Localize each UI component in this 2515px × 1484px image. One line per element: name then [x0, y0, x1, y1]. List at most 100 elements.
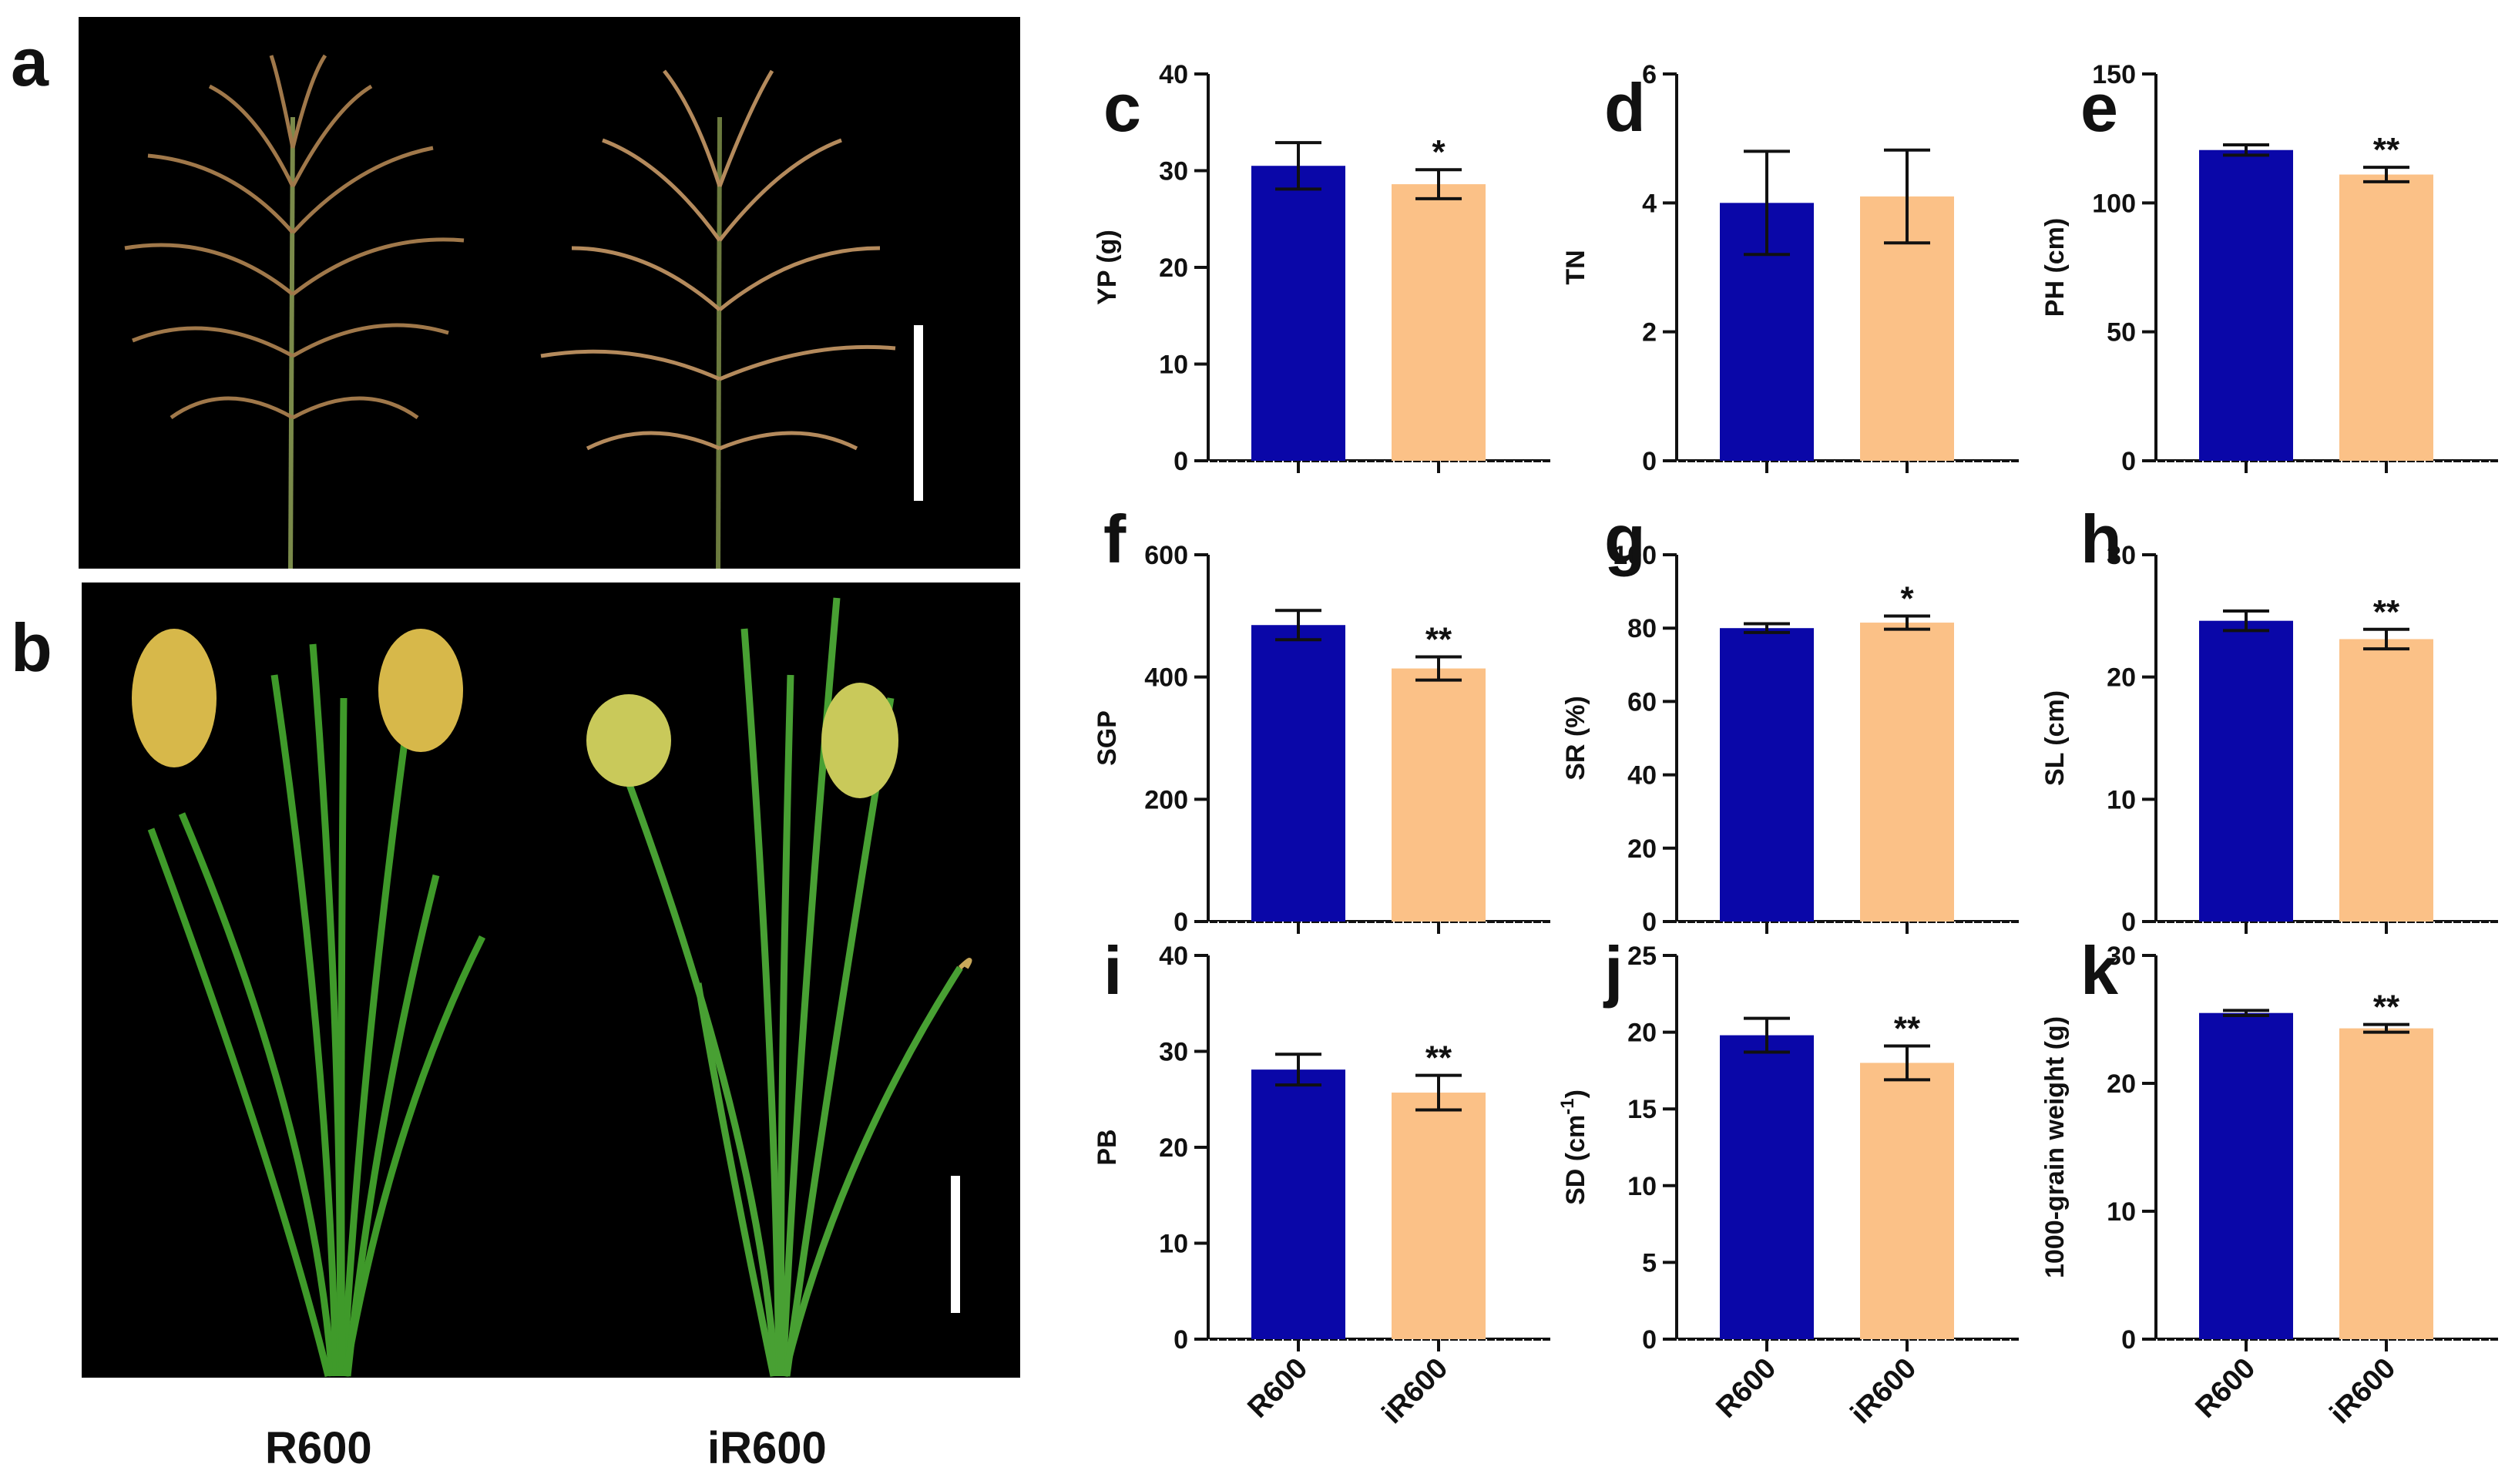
panel-letter-f: f: [1103, 501, 1127, 577]
x-category-label: R600: [2189, 1352, 2261, 1425]
bar-r600: [1251, 1069, 1345, 1339]
y-tick-label: 0: [1174, 908, 1188, 937]
drooping-leaf: [958, 958, 972, 970]
panel-letter-g: g: [1604, 501, 1646, 577]
scale-bar-a: [914, 325, 923, 501]
y-tick-label: 0: [1642, 447, 1657, 476]
chart-panel-k: k 0 10 20 30 1000-grain weight (g) R600 ** iR600: [2040, 932, 2498, 1430]
x-category-label: iR600: [2324, 1352, 2402, 1430]
y-axis-label: YP (g): [1093, 230, 1122, 305]
y-tick-label: 6: [1642, 60, 1657, 89]
y-tick-label: 50: [2107, 318, 2136, 347]
panicle-illustration: [79, 17, 1020, 569]
x-category-label: R600: [1710, 1352, 1782, 1425]
bar-r600: [2199, 149, 2293, 461]
caption-ir600: iR600: [707, 1423, 827, 1473]
chart-panel-d: d 0 2 4 6 TN: [1561, 60, 2019, 476]
chart-panel-h: h 0 10 20 30 SL (cm) **: [2040, 501, 2498, 937]
y-tick-label: 0: [1642, 908, 1657, 937]
significance-marker: **: [2373, 989, 2400, 1026]
y-tick-label: 0: [1174, 447, 1188, 476]
chart-panel-e: e 0 50 100 150 PH (cm) **: [2040, 60, 2498, 476]
y-tick-label: 0: [2121, 1325, 2136, 1355]
panel-letter-e: e: [2080, 69, 2118, 146]
y-tick-label: 0: [1642, 1325, 1657, 1355]
bar-r600: [1720, 1035, 1814, 1339]
bar-ir600: [1392, 1093, 1486, 1339]
y-tick-label: 20: [1627, 834, 1657, 864]
panicle-right-stem: [716, 116, 722, 569]
y-tick-label: 100: [1613, 541, 1657, 570]
y-tick-label: 30: [2107, 942, 2136, 971]
y-tick-label: 20: [1159, 1133, 1188, 1163]
y-tick-label: 10: [1159, 1230, 1188, 1259]
panel-letter-d: d: [1604, 69, 1646, 146]
y-tick-label: 40: [1159, 942, 1188, 971]
bar-r600: [1251, 166, 1345, 461]
panel-letter-k: k: [2080, 932, 2119, 1009]
bar-ir600: [1392, 184, 1486, 461]
y-tick-label: 10: [2107, 1197, 2136, 1227]
chart-panel-f: f 0 200 400 600 SGP **: [1093, 501, 1550, 937]
panel-letter-j: j: [1603, 932, 1623, 1009]
y-tick-label: 30: [1159, 1038, 1188, 1067]
y-tick-label: 20: [1627, 1019, 1657, 1048]
y-tick-label: 40: [1159, 60, 1188, 89]
bar-ir600: [1860, 623, 1954, 922]
bar-ir600: [2339, 639, 2433, 922]
y-axis-label: SL (cm): [2040, 690, 2070, 786]
bar-ir600: [2339, 174, 2433, 461]
y-tick-label: 100: [2092, 189, 2136, 218]
panicle-right-branches: [540, 69, 896, 451]
plant-left-panicles: [132, 629, 463, 767]
y-axis-label: 1000-grain weight (g): [2040, 1016, 2070, 1278]
panel-letter-a: a: [11, 24, 49, 100]
y-axis-label: SR (%): [1561, 696, 1590, 781]
bar-r600: [1251, 625, 1345, 922]
y-tick-label: 20: [2107, 1069, 2136, 1099]
bar-r600: [2199, 1012, 2293, 1339]
panicle-left-stem: [288, 116, 295, 569]
x-category-label: R600: [1241, 1352, 1314, 1425]
y-tick-label: 150: [2092, 60, 2136, 89]
panel-letter-h: h: [2080, 501, 2122, 577]
chart-panel-i: i 0 10 20 30 40 PB R600 ** iR600: [1093, 932, 1550, 1430]
x-category-label: iR600: [1845, 1352, 1922, 1430]
bar-ir600: [1392, 668, 1486, 922]
plant-photo: [82, 583, 1020, 1378]
panicle-left-branches: [124, 54, 465, 420]
y-tick-label: 0: [1174, 1325, 1188, 1355]
y-axis-label: PB: [1093, 1129, 1122, 1165]
y-tick-label: 2: [1642, 318, 1657, 347]
significance-marker: **: [1425, 1039, 1452, 1077]
y-tick-label: 20: [1159, 253, 1188, 283]
y-tick-label: 0: [2121, 447, 2136, 476]
y-axis-label: SD (cm-1): [1557, 1089, 1590, 1205]
y-tick-label: 60: [1627, 687, 1657, 717]
significance-marker: *: [1900, 579, 1914, 617]
significance-marker: **: [1425, 620, 1452, 658]
y-tick-label: 10: [1159, 351, 1188, 380]
plant-right-panicles: [586, 683, 898, 798]
y-tick-label: 5: [1642, 1248, 1657, 1278]
panel-letter-c: c: [1103, 69, 1141, 146]
chart-panel-c: c 0 10 20 30 40 YP (g) *: [1093, 60, 1550, 476]
chart-panel-j: j 0 5 10 15 20 25 SD (cm-1) R600 ** iR600: [1557, 932, 2019, 1430]
y-tick-label: 4: [1642, 189, 1657, 218]
y-tick-label: 10: [1627, 1172, 1657, 1201]
caption-r600: R600: [265, 1423, 372, 1473]
significance-marker: *: [1432, 133, 1446, 171]
y-tick-label: 0: [2121, 908, 2136, 937]
y-tick-label: 25: [1627, 942, 1657, 971]
y-tick-label: 400: [1144, 663, 1188, 693]
y-tick-label: 80: [1627, 614, 1657, 643]
chart-panel-g: g 0 20 40 60 80 100 SR (%) *: [1561, 501, 2019, 937]
y-tick-label: 40: [1627, 761, 1657, 791]
panel-letter-b: b: [11, 609, 52, 686]
y-axis-label: PH (cm): [2040, 218, 2070, 317]
x-category-label: iR600: [1376, 1352, 1454, 1430]
panel-letter-i: i: [1103, 932, 1122, 1009]
plant-left-leaves: [147, 643, 486, 1378]
significance-marker: **: [2373, 593, 2400, 631]
